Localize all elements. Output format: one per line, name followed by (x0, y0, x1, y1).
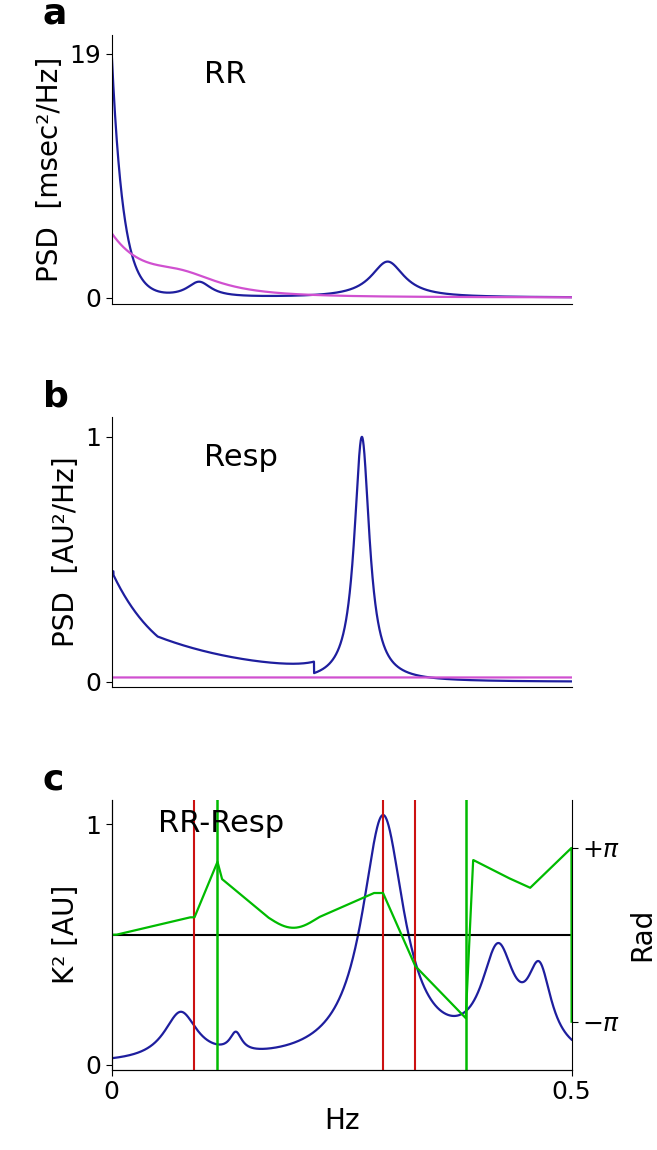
Text: c: c (43, 762, 64, 796)
Text: a: a (43, 0, 67, 31)
Y-axis label: PSD  [msec²/Hz]: PSD [msec²/Hz] (36, 56, 64, 282)
Text: Resp: Resp (204, 443, 277, 471)
Text: RR: RR (204, 60, 246, 89)
Y-axis label: K² [AU]: K² [AU] (52, 886, 80, 984)
Text: RR-Resp: RR-Resp (158, 810, 284, 838)
Y-axis label: PSD  [AU²/Hz]: PSD [AU²/Hz] (52, 457, 80, 647)
X-axis label: Hz: Hz (324, 1106, 359, 1135)
Text: b: b (43, 380, 68, 414)
Y-axis label: Rad: Rad (629, 908, 656, 961)
